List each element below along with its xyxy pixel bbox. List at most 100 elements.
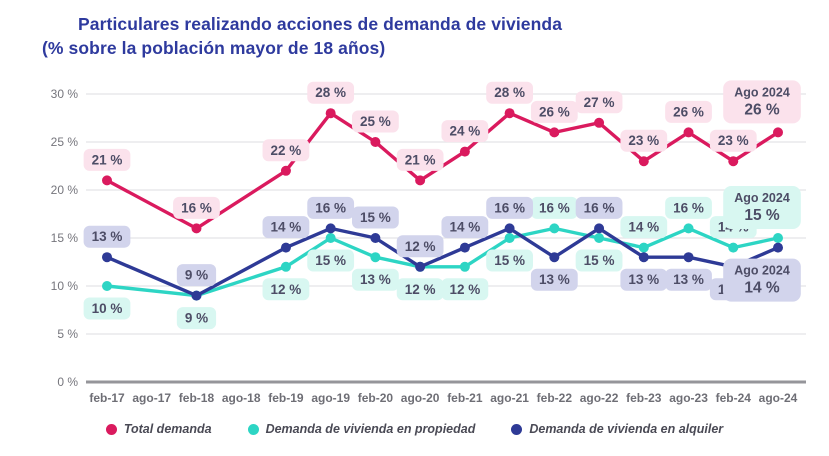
data-point-demanda-de-vivienda-en-alquiler-ago-23 (683, 252, 694, 263)
legend-label-total-demanda: Total demanda (123, 422, 212, 436)
final-annotation-total-demanda: Ago 2024 26 % (723, 80, 801, 124)
svg-text:12 %: 12 % (271, 282, 302, 297)
value-label: 13 % (352, 268, 399, 291)
x-tick-label-feb-20: feb-20 (358, 391, 394, 405)
y-tick-label: 10 % (51, 279, 79, 293)
legend-item-demanda-de-vivienda-en-propiedad: Demanda de vivienda en propiedad (247, 422, 475, 436)
legend-label-demanda-de-vivienda-en-alquiler: Demanda de vivienda en alquiler (529, 422, 724, 436)
y-tick-label: 0 % (57, 375, 78, 389)
value-label: 10 % (83, 297, 131, 320)
value-label: 27 % (575, 91, 623, 114)
legend-dot-total-demanda (105, 423, 117, 435)
value-label: 16 % (530, 196, 578, 219)
svg-text:23 %: 23 % (718, 133, 749, 148)
x-tick-label-ago-19: ago-19 (311, 391, 350, 405)
x-tick-label-ago-17: ago-17 (132, 391, 171, 405)
x-tick-label-feb-23: feb-23 (626, 391, 662, 405)
value-label: 16 % (486, 196, 533, 219)
svg-text:Ago 2024: Ago 2024 (734, 191, 790, 205)
svg-text:16 %: 16 % (673, 200, 704, 215)
svg-text:25 %: 25 % (360, 114, 391, 129)
y-tick-label: 15 % (51, 231, 79, 245)
data-point-demanda-de-vivienda-en-alquiler-ago-19 (325, 223, 336, 234)
data-point-demanda-de-vivienda-en-propiedad-feb-22 (549, 223, 560, 234)
value-label: 28 % (486, 81, 533, 104)
data-point-demanda-de-vivienda-en-alquiler-ago-21 (504, 223, 515, 234)
svg-text:10 %: 10 % (92, 301, 123, 316)
value-label: 23 % (620, 129, 668, 152)
svg-text:22 %: 22 % (271, 143, 302, 158)
svg-text:26 %: 26 % (744, 101, 780, 118)
value-label: 26 % (530, 100, 578, 123)
svg-text:15 %: 15 % (315, 253, 346, 268)
svg-text:15 %: 15 % (744, 207, 780, 224)
data-point-demanda-de-vivienda-en-alquiler-feb-18 (191, 290, 202, 301)
value-label: 16 % (665, 196, 712, 219)
svg-text:9 %: 9 % (185, 268, 208, 283)
data-point-demanda-de-vivienda-en-alquiler-feb-19 (280, 242, 291, 253)
legend-dot-demanda-de-vivienda-en-alquiler (511, 423, 523, 435)
data-point-demanda-de-vivienda-en-propiedad-feb-17 (102, 281, 112, 291)
chart-title: Particulares realizando acciones de dema… (0, 14, 829, 59)
svg-text:24 %: 24 % (449, 124, 480, 139)
svg-text:14 %: 14 % (449, 220, 480, 235)
legend-item-total-demanda: Total demanda (105, 422, 212, 436)
svg-text:12 %: 12 % (405, 282, 436, 297)
svg-text:16 %: 16 % (315, 200, 346, 215)
x-tick-label-ago-21: ago-21 (490, 391, 529, 405)
svg-text:13 %: 13 % (673, 272, 704, 287)
value-label: 21 % (83, 148, 131, 171)
svg-text:Ago 2024: Ago 2024 (734, 264, 790, 278)
data-point-demanda-de-vivienda-en-alquiler-feb-20 (370, 233, 381, 243)
title-line-2: (% sobre la población mayor de 18 años) (42, 38, 386, 58)
final-annotation-demanda-de-vivienda-en-alquiler: Ago 2024 14 % (723, 258, 801, 302)
value-label: 23 % (709, 129, 757, 152)
svg-text:28 %: 28 % (315, 85, 346, 100)
final-annotation-demanda-de-vivienda-en-propiedad: Ago 2024 15 % (723, 186, 801, 229)
x-tick-label-feb-24: feb-24 (716, 391, 752, 405)
x-tick-label-ago-18: ago-18 (222, 391, 261, 405)
data-point-demanda-de-vivienda-en-alquiler-feb-22 (549, 252, 560, 263)
legend-item-demanda-de-vivienda-en-alquiler: Demanda de vivienda en alquiler (511, 422, 723, 436)
y-tick-label: 20 % (51, 183, 79, 197)
value-label: 16 % (307, 196, 355, 219)
svg-text:28 %: 28 % (494, 85, 525, 100)
value-label: 25 % (352, 110, 399, 133)
svg-text:26 %: 26 % (673, 104, 704, 119)
legend-dot-demanda-de-vivienda-en-propiedad (247, 423, 259, 435)
value-label: 15 % (486, 249, 533, 272)
svg-text:16 %: 16 % (539, 200, 570, 215)
value-label: 9 % (176, 307, 217, 330)
data-point-total-demanda-feb-22 (549, 127, 560, 138)
svg-text:9 %: 9 % (185, 311, 208, 326)
x-tick-label-feb-19: feb-19 (268, 391, 304, 405)
svg-text:15 %: 15 % (584, 253, 615, 268)
data-point-total-demanda-ago-19 (325, 108, 336, 119)
x-tick-label-feb-22: feb-22 (537, 391, 573, 405)
series-line-demanda-de-vivienda-en-alquiler (105, 226, 780, 298)
data-point-demanda-de-vivienda-en-propiedad-feb-19 (280, 261, 291, 272)
data-point-total-demanda-ago-22 (594, 117, 605, 128)
svg-text:13 %: 13 % (628, 272, 659, 287)
data-point-demanda-de-vivienda-en-alquiler-feb-21 (459, 242, 470, 253)
data-point-demanda-de-vivienda-en-propiedad-ago-24 (773, 233, 783, 243)
svg-text:12 %: 12 % (449, 282, 480, 297)
svg-text:16 %: 16 % (494, 200, 525, 215)
value-label: 14 % (441, 216, 489, 239)
value-label: 26 % (665, 100, 712, 123)
y-tick-label: 30 % (51, 87, 79, 101)
value-label: 12 % (262, 278, 310, 301)
svg-text:14 %: 14 % (628, 220, 659, 235)
data-point-demanda-de-vivienda-en-alquiler-feb-23 (638, 252, 649, 263)
value-label: 12 % (441, 278, 489, 301)
svg-text:23 %: 23 % (628, 133, 659, 148)
svg-text:21 %: 21 % (405, 152, 436, 167)
data-point-total-demanda-ago-23 (683, 127, 694, 138)
value-label: 13 % (83, 225, 131, 248)
svg-text:14 %: 14 % (271, 220, 302, 235)
value-label: 9 % (176, 264, 217, 287)
value-label: 13 % (665, 268, 712, 291)
svg-text:13 %: 13 % (539, 272, 570, 287)
